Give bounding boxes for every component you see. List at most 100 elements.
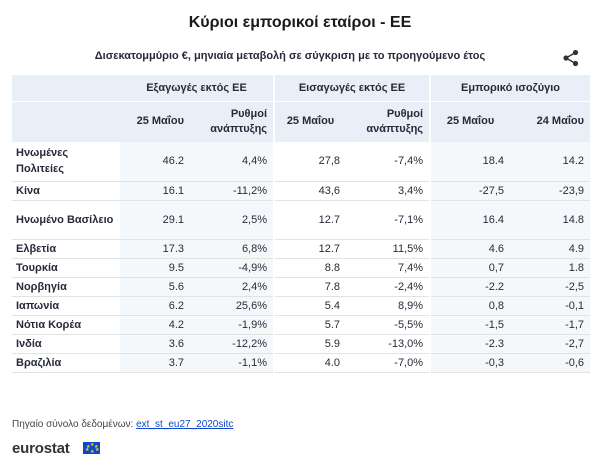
value-cell: 11,5%	[346, 239, 431, 259]
country-cell: Ινδία	[12, 334, 120, 354]
table-row: Ιαπωνία 6.2 25,6% 5.4 8,9% 0,8 -0,1	[12, 296, 591, 316]
value-cell: -2.2	[429, 277, 511, 297]
table-row: Τουρκία 9.5 -4,9% 8.8 7,4% 0,7 1.8	[12, 258, 591, 278]
value-cell: 8,9%	[346, 296, 431, 316]
header-exports-growth: Ρυθμοί ανάπτυξης	[190, 101, 275, 142]
value-cell: -2,5	[510, 277, 591, 297]
country-cell: Νορβηγία	[12, 277, 120, 297]
table-row: Νορβηγία 5.6 2,4% 7.8 -2,4% -2.2 -2,5	[12, 277, 591, 297]
value-cell: -7,0%	[346, 353, 431, 373]
value-cell: 1.8	[510, 258, 591, 278]
value-cell: -2.3	[429, 334, 511, 354]
value-cell: 14.2	[510, 142, 591, 182]
value-cell: 7.8	[273, 277, 347, 297]
source-dataset-link[interactable]: ext_st_eu27_2020sitc	[136, 419, 234, 430]
header-imports-growth: Ρυθμοί ανάπτυξης	[346, 101, 431, 142]
country-cell: Βραζιλία	[12, 353, 120, 373]
country-cell: Ηνωμένες Πολιτείες	[12, 142, 120, 182]
value-cell: 43,6	[273, 181, 347, 201]
table-row: Ηνωμένες Πολιτείες 46.2 4,4% 27,8 -7,4% …	[12, 142, 591, 182]
header-country	[12, 101, 120, 142]
value-cell: 5.7	[273, 315, 347, 335]
country-cell: Τουρκία	[12, 258, 120, 278]
value-cell: 12.7	[273, 239, 347, 259]
table-row: Ινδία 3.6 -12,2% 5.9 -13,0% -2.3 -2,7	[12, 334, 591, 354]
value-cell: -11,2%	[190, 181, 275, 201]
value-cell: 3,4%	[346, 181, 431, 201]
table-subtitle: Δισεκατομμύριο €, μηνιαία μεταβολή σε σύ…	[94, 50, 486, 62]
value-cell: -5,5%	[346, 315, 431, 335]
value-cell: 3.7	[120, 353, 190, 373]
value-cell: -2,4%	[346, 277, 431, 297]
header-balance-current: 25 Μαΐου	[429, 101, 511, 142]
value-cell: 2,5%	[190, 200, 275, 240]
value-cell: 14.8	[510, 200, 591, 240]
value-cell: 5.9	[273, 334, 347, 354]
table-row: Κίνα 16.1 -11,2% 43,6 3,4% -27,5 -23,9	[12, 181, 591, 201]
page-title: Κύριοι εμπορικοί εταίροι - ΕΕ	[188, 14, 412, 31]
value-cell: 27,8	[273, 142, 347, 182]
source-note: Πηγαίο σύνολο δεδομένων: ext_st_eu27_202…	[12, 419, 233, 430]
value-cell: -0,1	[510, 296, 591, 316]
value-cell: -1,5	[429, 315, 511, 335]
value-cell: -0,3	[429, 353, 511, 373]
header-balance-previous: 24 Μαΐου	[510, 101, 591, 142]
value-cell: -0,6	[510, 353, 591, 373]
value-cell: 8.8	[273, 258, 347, 278]
value-cell: -7,4%	[346, 142, 431, 182]
value-cell: 29.1	[120, 200, 190, 240]
value-cell: 0,7	[429, 258, 511, 278]
value-cell: 4.6	[429, 239, 511, 259]
value-cell: 4.9	[510, 239, 591, 259]
value-cell: -2,7	[510, 334, 591, 354]
value-cell: 4.2	[120, 315, 190, 335]
header-exports-value: 25 Μαΐου	[120, 101, 190, 142]
table-row: Ηνωμένο Βασίλειο 29.1 2,5% 12.7 -7,1% 16…	[12, 200, 591, 240]
trade-partners-table: Εξαγωγές εκτός ΕΕ Εισαγωγές εκτός ΕΕ Εμπ…	[12, 75, 591, 373]
header-trade-balance: Εμπορικό ισοζύγιο	[429, 75, 591, 102]
value-cell: 7,4%	[346, 258, 431, 278]
value-cell: -1,1%	[190, 353, 275, 373]
country-cell: Ελβετία	[12, 239, 120, 259]
value-cell: 6,8%	[190, 239, 275, 259]
country-cell: Ιαπωνία	[12, 296, 120, 316]
value-cell: -4,9%	[190, 258, 275, 278]
eu-flag-icon: ★ ★ ★ ★ ★ ★	[83, 442, 100, 455]
value-cell: 5.4	[273, 296, 347, 316]
value-cell: 16.1	[120, 181, 190, 201]
value-cell: 18.4	[429, 142, 511, 182]
country-cell: Ηνωμένο Βασίλειο	[12, 200, 120, 240]
header-sub-row: 25 Μαΐου Ρυθμοί ανάπτυξης 25 Μαΐου Ρυθμο…	[12, 101, 591, 142]
value-cell: 25,6%	[190, 296, 275, 316]
header-empty	[12, 75, 120, 102]
header-exports: Εξαγωγές εκτός ΕΕ	[120, 75, 275, 102]
table-row: Νότια Κορέα 4.2 -1,9% 5.7 -5,5% -1,5 -1,…	[12, 315, 591, 335]
value-cell: 12.7	[273, 200, 347, 240]
value-cell: 2,4%	[190, 277, 275, 297]
header-group-row: Εξαγωγές εκτός ΕΕ Εισαγωγές εκτός ΕΕ Εμπ…	[12, 75, 591, 102]
country-cell: Κίνα	[12, 181, 120, 201]
value-cell: -27,5	[429, 181, 511, 201]
value-cell: 4,4%	[190, 142, 275, 182]
value-cell: -7,1%	[346, 200, 431, 240]
value-cell: 5.6	[120, 277, 190, 297]
value-cell: 9.5	[120, 258, 190, 278]
value-cell: 16.4	[429, 200, 511, 240]
value-cell: -13,0%	[346, 334, 431, 354]
country-cell: Νότια Κορέα	[12, 315, 120, 335]
header-imports-value: 25 Μαΐου	[273, 101, 347, 142]
table-row: Βραζιλία 3.7 -1,1% 4.0 -7,0% -0,3 -0,6	[12, 353, 591, 373]
value-cell: 0,8	[429, 296, 511, 316]
value-cell: 4.0	[273, 353, 347, 373]
eurostat-logo: eurostat	[12, 440, 70, 457]
value-cell: -1,9%	[190, 315, 275, 335]
value-cell: 3.6	[120, 334, 190, 354]
value-cell: 6.2	[120, 296, 190, 316]
source-label: Πηγαίο σύνολο δεδομένων:	[12, 419, 134, 430]
table-row: Ελβετία 17.3 6,8% 12.7 11,5% 4.6 4.9	[12, 239, 591, 259]
share-icon[interactable]	[562, 49, 580, 67]
value-cell: -23,9	[510, 181, 591, 201]
header-imports: Εισαγωγές εκτός ΕΕ	[273, 75, 431, 102]
value-cell: -1,7	[510, 315, 591, 335]
value-cell: 46.2	[120, 142, 190, 182]
